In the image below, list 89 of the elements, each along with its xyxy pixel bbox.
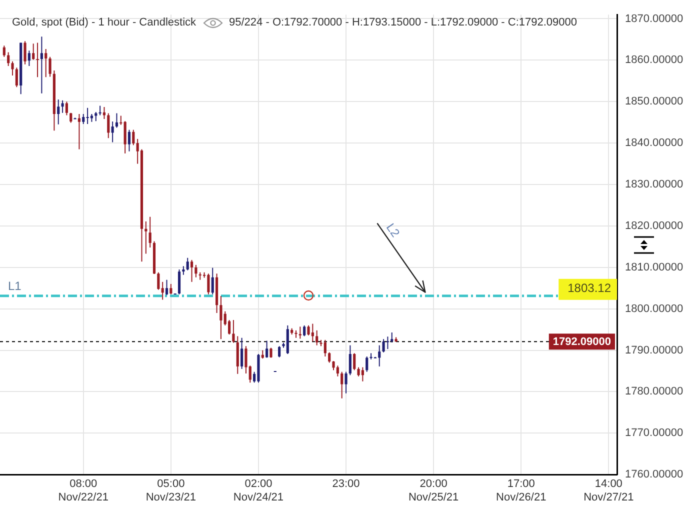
candlestick [353, 352, 356, 371]
candlestick [298, 326, 302, 340]
y-tick-label: 1860.00000 [625, 54, 684, 66]
candlestick [44, 48, 48, 78]
x-tick-label: 08:00 Nov/22/21 [58, 478, 108, 504]
candlestick [32, 43, 35, 60]
y-tick-label: 1830.00000 [625, 178, 684, 191]
x-tick-label: 05:00 Nov/23/21 [146, 478, 196, 504]
y-tick-label: 1820.00000 [625, 220, 684, 232]
candlestick [232, 320, 235, 344]
candlestick [378, 344, 381, 367]
candlestick [128, 129, 131, 152]
candlestick [357, 366, 360, 377]
candlestick [148, 216, 152, 248]
candlestick [161, 281, 164, 300]
candlestick [36, 42, 39, 78]
candlestick [15, 67, 18, 88]
candlestick [107, 112, 110, 139]
candlestick [348, 344, 352, 376]
candlestick [86, 107, 89, 125]
candlestick [48, 56, 52, 78]
candlestick [178, 268, 181, 295]
y-tick-label: 1840.00000 [625, 137, 684, 150]
annotation: L2 [383, 220, 403, 240]
x-tick-label: 14:00 Nov/27/21 [584, 478, 634, 504]
x-tick-label: 17:00 Nov/26/21 [496, 478, 546, 504]
candlestick [340, 371, 344, 399]
y-tick-label: 1810.00000 [625, 261, 684, 274]
candlestick [28, 50, 30, 66]
candlestick [324, 339, 326, 357]
candlestick [220, 295, 222, 340]
candlestick [336, 365, 339, 377]
candlestick [144, 220, 148, 254]
candlestick [2, 45, 6, 58]
candlestick [115, 112, 118, 128]
y-tick-label: 1780.00000 [625, 386, 684, 398]
candlestick [157, 272, 160, 290]
candlestick [311, 323, 314, 342]
annotation: 1803.12 [568, 280, 612, 295]
candlestick [111, 121, 114, 143]
candlestick [165, 279, 168, 296]
y-tick-label: 1850.00000 [625, 96, 684, 108]
candlestick [7, 52, 10, 66]
candlestick [78, 114, 80, 150]
candlestick [24, 40, 26, 65]
x-tick-label: 23:00 [332, 478, 360, 490]
y-tick-label: 1770.00000 [625, 427, 684, 440]
candlestick [344, 371, 348, 394]
candlestick [40, 36, 43, 94]
candlestick [194, 264, 198, 278]
candlestick [120, 115, 122, 126]
candlestick [207, 273, 210, 295]
candlestick [124, 120, 126, 154]
candlestick [211, 267, 214, 295]
candlestick [316, 330, 318, 346]
candlestick [366, 356, 368, 372]
candlestick [382, 338, 385, 353]
candlestick [98, 105, 102, 116]
candlestick [303, 324, 306, 337]
y-tick-label: 1790.00000 [625, 344, 684, 356]
candlestick [307, 324, 310, 336]
candlestick [240, 337, 244, 370]
ref-line-label: L1 [8, 278, 22, 293]
candlestick [332, 360, 335, 371]
chart-subtitle: 95/224 - O:1792.70000 - H:1793.15000 - L:1792.09000 - C:1792.09000 [229, 16, 578, 29]
candlestick [65, 101, 68, 116]
candlestick [61, 100, 64, 114]
candlestick [186, 257, 189, 271]
y-tick-label: 1800.00000 [625, 302, 684, 315]
candlestick [386, 336, 389, 350]
y-tick-label: 1870.00000 [625, 12, 684, 25]
candlestick [278, 346, 281, 358]
candlestick [94, 111, 98, 122]
ref-line-label: 1792.09000 [552, 336, 612, 348]
candlestick [170, 283, 172, 295]
candlestick [82, 114, 85, 125]
chart-title: Gold, spot (Bid) - 1 hour - Candlestick [12, 16, 197, 29]
x-tick-label: 02:00 Nov/24/21 [233, 478, 284, 504]
candlestick [57, 99, 60, 125]
candlestick [266, 340, 268, 358]
candlestick [11, 60, 14, 76]
y-tick-label: 1760.00000 [625, 468, 684, 481]
candlestick [102, 106, 106, 120]
candlestick [132, 129, 135, 146]
candlestick [390, 332, 394, 343]
candlestick [361, 366, 364, 382]
x-tick-label: 20:00 Nov/25/21 [408, 478, 459, 504]
candlestick [190, 259, 194, 282]
candlestick [328, 352, 331, 364]
